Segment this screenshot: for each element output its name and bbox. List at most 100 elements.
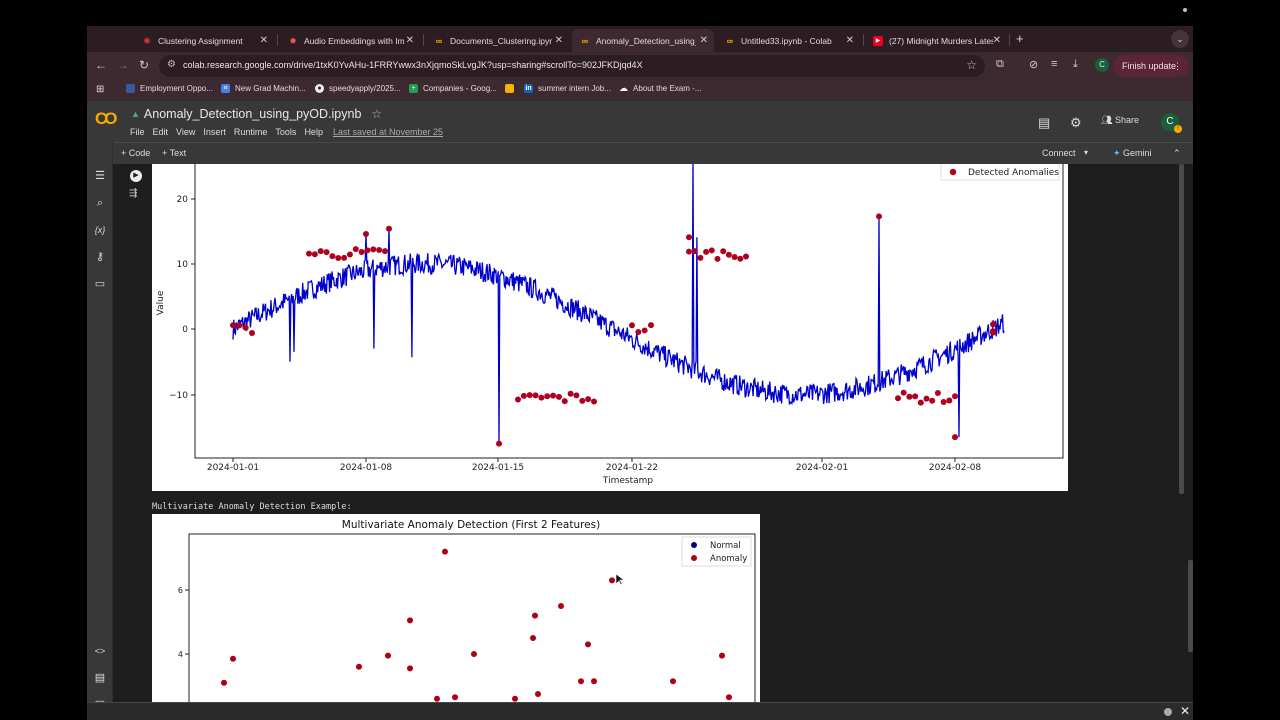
svg-text:2024-02-08: 2024-02-08 — [929, 463, 982, 473]
menu-insert[interactable]: Insert — [203, 127, 226, 137]
add-code-cell-button[interactable]: + Code — [121, 148, 151, 158]
bookmark-employment[interactable]: Employment Oppo... — [126, 84, 213, 93]
menu-runtime[interactable]: Runtime — [233, 127, 268, 137]
variables-icon[interactable]: {x} — [94, 225, 106, 235]
bookmark-speedyapply[interactable]: ● speedyapply/2025... — [315, 84, 401, 93]
tab-clustering-assignment[interactable]: ✺ Clustering Assignment ✕ — [143, 35, 268, 46]
star-icon[interactable]: ☆ — [371, 107, 383, 121]
anomaly-point — [591, 678, 597, 685]
tab-search-chevron-icon[interactable]: ⌄ — [1171, 30, 1189, 48]
anomaly-point — [726, 694, 732, 701]
clustering-favicon-icon: ✺ — [143, 35, 151, 46]
comments-icon[interactable]: ▤ — [1038, 115, 1051, 130]
bookmark-slides[interactable] — [505, 84, 519, 93]
profile-avatar[interactable]: C — [1095, 58, 1109, 72]
close-icon[interactable]: ✕ — [699, 35, 708, 46]
close-icon[interactable]: ✕ — [405, 35, 414, 46]
google-drive-icon[interactable]: ▲ — [131, 109, 140, 119]
url-bar[interactable]: ⚙ colab.research.google.com/drive/1txK0Y… — [159, 55, 985, 77]
bookmark-new-grad[interactable]: ≡ New Grad Machin... — [221, 84, 306, 93]
menu-view[interactable]: View — [176, 127, 196, 137]
add-text-cell-button[interactable]: + Text — [162, 148, 187, 158]
colab-icon: ∞ — [726, 35, 734, 46]
site-info-icon[interactable]: ⚙ — [167, 59, 176, 70]
anomaly-point — [743, 253, 749, 260]
collapse-chevron-up-icon[interactable]: ⌃ — [1173, 148, 1181, 158]
run-cell-play-icon[interactable]: ▶ — [130, 170, 142, 182]
output-actions-icon[interactable]: ⇶ — [129, 188, 138, 199]
output-scrollbar[interactable] — [1179, 164, 1184, 494]
table-of-contents-icon[interactable]: ☰ — [95, 170, 105, 182]
tab-documents-clustering[interactable]: ∞ Documents_Clustering.ipynb ✕ — [435, 35, 563, 46]
gemini-button[interactable]: Gemini — [1123, 148, 1152, 158]
notebook-scrollbar[interactable] — [1188, 560, 1193, 652]
menu-file[interactable]: File — [130, 127, 145, 137]
secrets-key-icon[interactable]: ⚷ — [95, 251, 105, 263]
command-palette-icon[interactable]: ▤ — [94, 672, 106, 684]
status-bar: ✕ — [87, 702, 1193, 720]
tab-youtube-midnight-murders[interactable]: ▶ (27) Midnight Murders Lates ✕ — [865, 29, 1007, 52]
user-avatar[interactable]: C ! — [1161, 113, 1182, 133]
runtime-status-dot — [1164, 708, 1172, 716]
new-tab-button[interactable]: + — [1016, 31, 1024, 46]
back-arrow-icon[interactable]: ← — [95, 58, 107, 72]
anomaly-point — [471, 651, 477, 657]
close-icon[interactable]: ✕ — [992, 35, 1001, 46]
tab-anomaly-detection[interactable]: ∞ Anomaly_Detection_using_p ✕ — [572, 29, 714, 52]
tab-untitled33[interactable]: ∞ Untitled33.ipynb - Colab ✕ — [726, 35, 854, 46]
y-tick-0: 0 — [182, 325, 188, 335]
tab-audio-embeddings[interactable]: ✹ Audio Embeddings with Imag ✕ — [289, 35, 414, 46]
bookmark-summer-intern[interactable]: in summer intern Job... — [524, 84, 611, 93]
anomaly-point — [641, 327, 648, 334]
anomaly-point — [358, 248, 365, 255]
colab-logo[interactable]: CO — [95, 109, 117, 128]
anomaly-point — [895, 395, 901, 402]
anomaly-point — [731, 254, 738, 261]
menu-edit[interactable]: Edit — [152, 127, 169, 137]
anomaly-point — [737, 255, 744, 262]
code-snippets-icon[interactable]: <> — [94, 646, 106, 656]
anomaly-point — [382, 248, 388, 255]
close-icon[interactable]: ✕ — [1180, 704, 1191, 718]
anomaly-point — [386, 225, 392, 232]
github-icon: ● — [315, 84, 324, 93]
timeseries-anomaly-plot: 20 10 0 −10 2024-01-01 2024-01-08 2024-0… — [152, 164, 1068, 491]
apps-grid-icon[interactable]: ⊞ — [96, 84, 105, 95]
download-icon[interactable]: ⤓ — [1073, 58, 1078, 70]
more-vert-icon[interactable]: ⋮ — [1173, 61, 1182, 71]
reload-icon[interactable]: ↻ — [139, 58, 150, 72]
bookmark-star-icon[interactable]: ☆ — [966, 58, 977, 72]
folder-icon[interactable]: ▭ — [94, 278, 106, 290]
anomaly-point — [442, 548, 448, 555]
forward-arrow-icon[interactable]: → — [117, 58, 129, 72]
y-tick-20: 20 — [177, 195, 189, 205]
share-button[interactable]: 👥︎ Share — [1101, 115, 1139, 125]
svg-text:2024-01-15: 2024-01-15 — [472, 463, 524, 473]
menu-tools[interactable]: Tools — [275, 127, 297, 137]
settings-gear-icon[interactable]: ⚙ — [1070, 115, 1082, 130]
anomaly-point — [719, 652, 725, 659]
anomaly-point — [230, 655, 236, 662]
tab-divider — [1009, 34, 1010, 46]
finish-update-button[interactable]: Finish update ⋮ — [1113, 55, 1189, 77]
extensions-icon[interactable]: ⧉ — [996, 58, 1004, 70]
extension-leaf-icon[interactable]: ⊘ — [1029, 59, 1039, 71]
media-controls-icon[interactable]: ≡ — [1051, 58, 1058, 70]
connect-button[interactable]: Connect — [1042, 148, 1076, 158]
close-icon[interactable]: ✕ — [554, 35, 563, 46]
close-icon[interactable]: ✕ — [845, 35, 854, 46]
gemini-spark-icon: ✦ — [1113, 148, 1121, 158]
bookmark-companies[interactable]: + Companies - Goog... — [409, 84, 497, 93]
bookmark-about-exam[interactable]: ☁ About the Exam -... — [619, 83, 702, 94]
last-saved-link[interactable]: Last saved at November 25 — [332, 127, 444, 137]
close-icon[interactable]: ✕ — [259, 35, 268, 46]
url-text[interactable]: colab.research.google.com/drive/1txK0YvA… — [183, 60, 643, 70]
anomaly-point — [923, 395, 930, 402]
menu-help[interactable]: Help — [304, 127, 323, 137]
anomaly-point — [329, 253, 336, 260]
anomaly-point — [230, 322, 236, 329]
connect-dropdown-chevron-icon[interactable]: ▾ — [1084, 148, 1089, 157]
search-icon[interactable]: ⌕ — [96, 197, 104, 209]
anomaly-point — [236, 322, 243, 329]
anomaly-point — [578, 678, 584, 685]
